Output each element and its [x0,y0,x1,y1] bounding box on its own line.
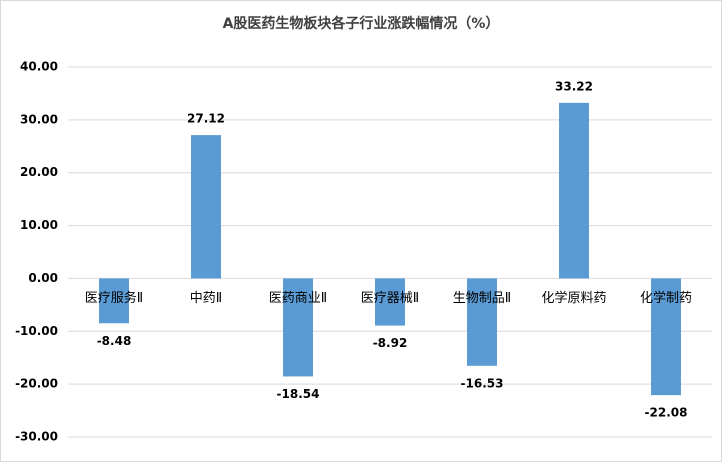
bar [467,278,497,366]
value-label: -8.92 [373,336,408,350]
y-tick-label: -30.00 [15,430,58,444]
bar [283,278,313,377]
x-tick-label: 医疗服务Ⅱ [85,290,143,306]
y-tick-label: 0.00 [28,271,58,285]
value-label: -8.48 [97,334,132,348]
bar [559,102,589,279]
value-label: -16.53 [461,376,504,390]
value-label: -18.54 [277,387,320,401]
bar [99,278,129,324]
y-tick-label: 10.00 [20,218,58,232]
value-label: 33.22 [555,79,593,93]
value-label: -22.08 [645,406,688,420]
bar [375,278,405,326]
bar [191,135,221,279]
chart-title: A股医药生物板块各子行业涨跌幅情况（%） [223,15,500,32]
x-tick-label: 医疗器械Ⅱ [361,291,419,306]
y-tick-label: -10.00 [15,324,58,338]
x-tick-label: 医药商业Ⅱ [269,291,327,306]
x-tick-label: 生物制品Ⅱ [453,291,511,306]
y-tick-label: 20.00 [20,165,58,179]
x-tick-label: 化学原料药 [541,290,606,306]
bar [651,278,681,396]
x-tick-label: 中药Ⅱ [190,291,222,306]
y-tick-label: 30.00 [20,112,58,126]
y-tick-label: -20.00 [15,377,58,391]
y-tick-label: 40.00 [20,60,58,74]
x-tick-label: 化学制药 [640,290,692,306]
value-label: 27.12 [187,112,225,126]
